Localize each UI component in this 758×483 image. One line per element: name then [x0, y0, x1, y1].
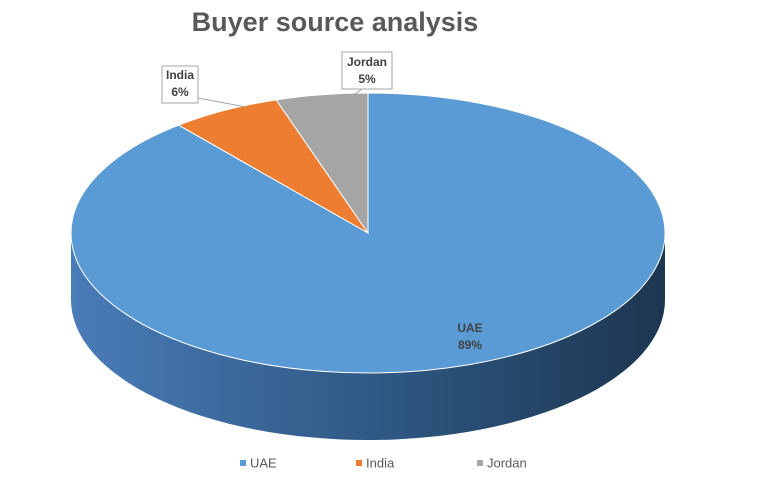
data-label-value: 6%: [171, 85, 189, 99]
pie-slice: [275, 92, 369, 235]
legend-label: India: [366, 455, 395, 470]
data-label-category: UAE: [457, 321, 482, 335]
chart-title: Buyer source analysis: [192, 7, 479, 37]
legend-label: Jordan: [487, 455, 527, 470]
legend-swatch: [477, 460, 483, 466]
data-label-value: 5%: [358, 72, 376, 86]
legend-label: UAE: [250, 455, 277, 470]
data-label-category: Jordan: [347, 55, 387, 69]
data-label-value: 89%: [458, 338, 482, 352]
leader-line: [197, 97, 247, 108]
label-box: [161, 65, 199, 104]
pie-side: [71, 233, 665, 440]
legend-swatch: [240, 460, 246, 466]
label-box: [341, 51, 393, 90]
data-label-category: India: [166, 68, 194, 82]
legend-swatch: [356, 460, 362, 466]
leader-line: [347, 88, 363, 100]
